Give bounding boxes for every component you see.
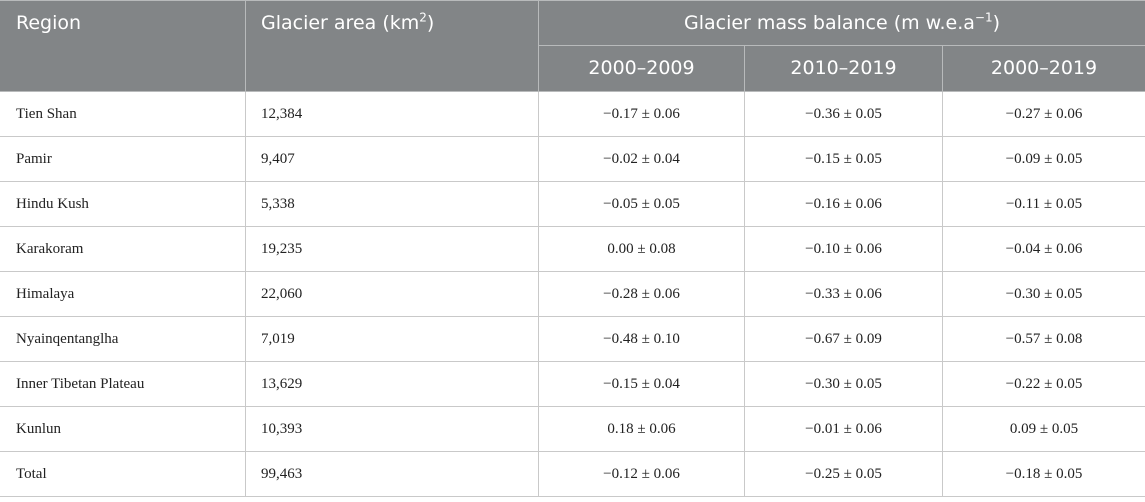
mass-balance-close: ): [992, 12, 1001, 34]
area-cell: 99,463: [245, 451, 539, 497]
table-row: Inner Tibetan Plateau 13,629 −0.15 ± 0.0…: [0, 361, 1145, 407]
region-cell: Himalaya: [0, 271, 246, 317]
table-row: Tien Shan 12,384 −0.17 ± 0.06 −0.36 ± 0.…: [0, 91, 1145, 137]
table-row: Kunlun 10,393 0.18 ± 0.06 −0.01 ± 0.06 0…: [0, 406, 1145, 452]
balance-2000-2009-cell: −0.48 ± 0.10: [538, 316, 745, 362]
table-body: Tien Shan 12,384 −0.17 ± 0.06 −0.36 ± 0.…: [0, 91, 1145, 497]
table-row: Nyainqentanglha 7,019 −0.48 ± 0.10 −0.67…: [0, 316, 1145, 362]
glacier-area-unit-sup: 2: [419, 10, 427, 25]
balance-2010-2019-cell: −0.16 ± 0.06: [744, 181, 943, 227]
glacier-area-label: Glacier area (km: [261, 12, 420, 34]
balance-2000-2019-cell: 0.09 ± 0.05: [941, 406, 1145, 452]
area-cell: 19,235: [245, 226, 539, 272]
region-cell: Inner Tibetan Plateau: [0, 361, 246, 407]
table-row: Himalaya 22,060 −0.28 ± 0.06 −0.33 ± 0.0…: [0, 271, 1145, 317]
balance-2010-2019-cell: −0.30 ± 0.05: [744, 361, 943, 407]
balance-2010-2019-cell: −0.36 ± 0.05: [744, 91, 943, 137]
balance-2010-2019-cell: −0.33 ± 0.06: [744, 271, 943, 317]
glacier-area-header: Glacier area (km2): [245, 0, 539, 92]
balance-2000-2009-cell: −0.15 ± 0.04: [538, 361, 745, 407]
region-header: Region: [0, 0, 246, 92]
region-cell: Karakoram: [0, 226, 246, 272]
balance-2010-2019-cell: −0.25 ± 0.05: [744, 451, 943, 497]
balance-2000-2009-cell: −0.12 ± 0.06: [538, 451, 745, 497]
period-header-2000-2009: 2000–2009: [538, 45, 745, 92]
balance-2000-2019-cell: −0.11 ± 0.05: [941, 181, 1145, 227]
balance-2000-2009-cell: −0.05 ± 0.05: [538, 181, 745, 227]
region-cell: Pamir: [0, 136, 246, 182]
table-row: Hindu Kush 5,338 −0.05 ± 0.05 −0.16 ± 0.…: [0, 181, 1145, 227]
table-row-total: Total 99,463 −0.12 ± 0.06 −0.25 ± 0.05 −…: [0, 451, 1145, 497]
balance-2010-2019-cell: −0.01 ± 0.06: [744, 406, 943, 452]
glacier-area-close: ): [426, 12, 435, 34]
balance-2000-2009-cell: −0.17 ± 0.06: [538, 91, 745, 137]
region-cell: Total: [0, 451, 246, 497]
area-cell: 5,338: [245, 181, 539, 227]
mass-balance-header: Glacier mass balance (m w.e.a−1): [537, 0, 1145, 46]
balance-2010-2019-cell: −0.67 ± 0.09: [744, 316, 943, 362]
area-cell: 22,060: [245, 271, 539, 317]
region-cell: Tien Shan: [0, 91, 246, 137]
balance-2000-2009-cell: −0.28 ± 0.06: [538, 271, 745, 317]
balance-2000-2009-cell: −0.02 ± 0.04: [538, 136, 745, 182]
region-cell: Hindu Kush: [0, 181, 246, 227]
region-cell: Nyainqentanglha: [0, 316, 246, 362]
area-cell: 12,384: [245, 91, 539, 137]
table-row: Karakoram 19,235 0.00 ± 0.08 −0.10 ± 0.0…: [0, 226, 1145, 272]
balance-2010-2019-cell: −0.10 ± 0.06: [744, 226, 943, 272]
area-cell: 13,629: [245, 361, 539, 407]
balance-2000-2019-cell: −0.09 ± 0.05: [941, 136, 1145, 182]
balance-2000-2019-cell: −0.04 ± 0.06: [941, 226, 1145, 272]
period-header-2000-2019: 2000–2019: [941, 45, 1145, 92]
balance-2000-2009-cell: 0.00 ± 0.08: [538, 226, 745, 272]
mass-balance-unit-sup: −1: [974, 10, 993, 25]
balance-2000-2019-cell: −0.18 ± 0.05: [941, 451, 1145, 497]
table-header: Region Glacier area (km2) Glacier mass b…: [0, 0, 1145, 92]
area-cell: 7,019: [245, 316, 539, 362]
balance-2000-2019-cell: −0.57 ± 0.08: [941, 316, 1145, 362]
balance-2000-2019-cell: −0.30 ± 0.05: [941, 271, 1145, 317]
balance-2000-2009-cell: 0.18 ± 0.06: [538, 406, 745, 452]
region-cell: Kunlun: [0, 406, 246, 452]
balance-2000-2019-cell: −0.22 ± 0.05: [941, 361, 1145, 407]
table-row: Pamir 9,407 −0.02 ± 0.04 −0.15 ± 0.05 −0…: [0, 136, 1145, 182]
balance-2010-2019-cell: −0.15 ± 0.05: [744, 136, 943, 182]
area-cell: 9,407: [245, 136, 539, 182]
mass-balance-label: Glacier mass balance (m w.e.a: [683, 12, 975, 34]
period-header-2010-2019: 2010–2019: [744, 45, 943, 92]
area-cell: 10,393: [245, 406, 539, 452]
balance-2000-2019-cell: −0.27 ± 0.06: [941, 91, 1145, 137]
